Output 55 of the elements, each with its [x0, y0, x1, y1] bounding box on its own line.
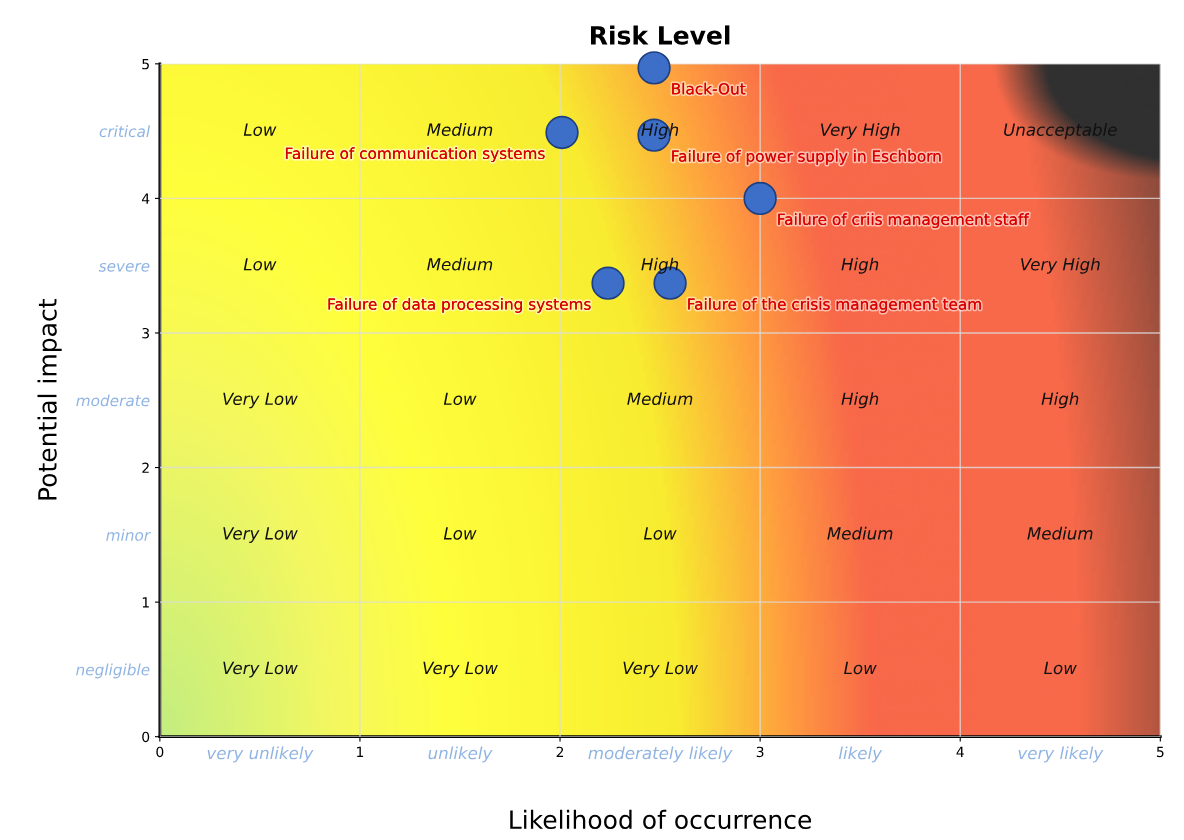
chart-title: Risk Level: [591, 25, 730, 45]
annotation: Low: [844, 661, 877, 675]
y-tick-label: 1: [142, 597, 149, 608]
annotation: High: [841, 392, 879, 409]
y-tick-label: 4: [141, 193, 150, 204]
x-tick-label: 2: [556, 746, 564, 757]
x-tick-label: 5: [1156, 746, 1164, 758]
annotation: Very High: [820, 123, 900, 140]
annotation: Very Low: [623, 661, 698, 678]
x-tick-label: unlikely: [428, 746, 493, 763]
annotation: Low: [443, 527, 477, 540]
annotation: Medium: [627, 392, 693, 406]
annotation: Low: [643, 527, 677, 540]
annotation: Medium: [427, 257, 493, 271]
y-axis-title: Potential impact: [37, 299, 62, 500]
annotation: High: [841, 257, 879, 274]
annotation: Very High: [1021, 257, 1100, 274]
annotation: Medium: [1027, 526, 1093, 540]
x-tick-label: moderately likely: [588, 746, 733, 763]
annotation: Low: [243, 123, 277, 136]
y-tick-label: moderate: [76, 394, 150, 407]
annotation: Medium: [427, 123, 493, 136]
annotation: Low: [243, 258, 277, 271]
point: [545, 115, 579, 150]
data-label: Black-Out: [672, 82, 746, 95]
x-tick-label: 4: [956, 746, 964, 757]
annotation: Low: [1044, 661, 1077, 675]
x-tick-label: 0: [156, 746, 164, 758]
annotation: Very Low: [223, 392, 298, 409]
annotation: Very Low: [423, 661, 498, 678]
y-tick-label: minor: [106, 529, 151, 541]
x-axis-title: Likelihood of occurrence: [510, 809, 812, 830]
data-label: Failure of communication systems: [285, 147, 545, 163]
y-tick-label: critical: [99, 125, 151, 138]
y-tick-label: severe: [98, 262, 150, 272]
y-tick-label: 2: [142, 462, 149, 473]
point: [743, 181, 777, 216]
y-tick-label: 5: [142, 58, 149, 70]
point: [637, 51, 671, 85]
y-tick-label: 3: [142, 327, 149, 339]
data-label: Failure of data processing systems: [328, 298, 591, 313]
annotation: High: [1041, 392, 1079, 409]
x-tick-label: very unlikely: [207, 746, 314, 763]
x-tick-label: very likely: [1018, 746, 1104, 763]
y-tick-label: 0: [142, 731, 150, 743]
annotation: Very Low: [223, 527, 298, 543]
annotation: Very Low: [223, 661, 298, 678]
annotation: Low: [443, 392, 477, 406]
x-tick-label: 1: [357, 746, 364, 757]
point: [591, 266, 625, 300]
x-tick-label: likely: [838, 746, 883, 763]
annotation: Medium: [827, 526, 893, 540]
x-tick-label: 3: [756, 746, 764, 758]
y-tick-label: negligible: [76, 663, 150, 679]
annotation: High: [641, 257, 679, 274]
